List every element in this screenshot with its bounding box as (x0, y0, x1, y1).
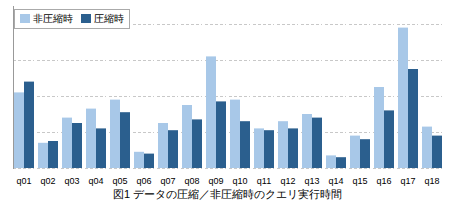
svg-text:q01: q01 (16, 176, 31, 186)
svg-text:q17: q17 (400, 176, 415, 186)
html-text:圧縮時: 圧縮時 (94, 13, 124, 24)
svg-text:q03: q03 (64, 176, 79, 186)
svg-text:q14: q14 (328, 176, 343, 186)
svg-text:q13: q13 (304, 176, 319, 186)
svg-text:q08: q08 (184, 176, 199, 186)
html-text:非圧縮時: 非圧縮時 (33, 13, 73, 24)
svg-text:q05: q05 (112, 176, 127, 186)
svg-text:q02: q02 (40, 176, 55, 186)
svg-text:q12: q12 (280, 176, 295, 186)
svg-text:q11: q11 (257, 176, 271, 186)
svg-text:q10: q10 (232, 176, 247, 186)
svg-text:q04: q04 (88, 176, 103, 186)
svg-text:q07: q07 (160, 176, 175, 186)
svg-text:q06: q06 (136, 176, 151, 186)
svg-text:q16: q16 (376, 176, 391, 186)
html-text:図1 データの圧縮／非圧縮時のクエリ実行時間: 図1 データの圧縮／非圧縮時のクエリ実行時間 (112, 188, 343, 200)
svg-text:q09: q09 (208, 176, 223, 186)
svg-text:q18: q18 (424, 176, 439, 186)
svg-text:q15: q15 (352, 176, 367, 186)
